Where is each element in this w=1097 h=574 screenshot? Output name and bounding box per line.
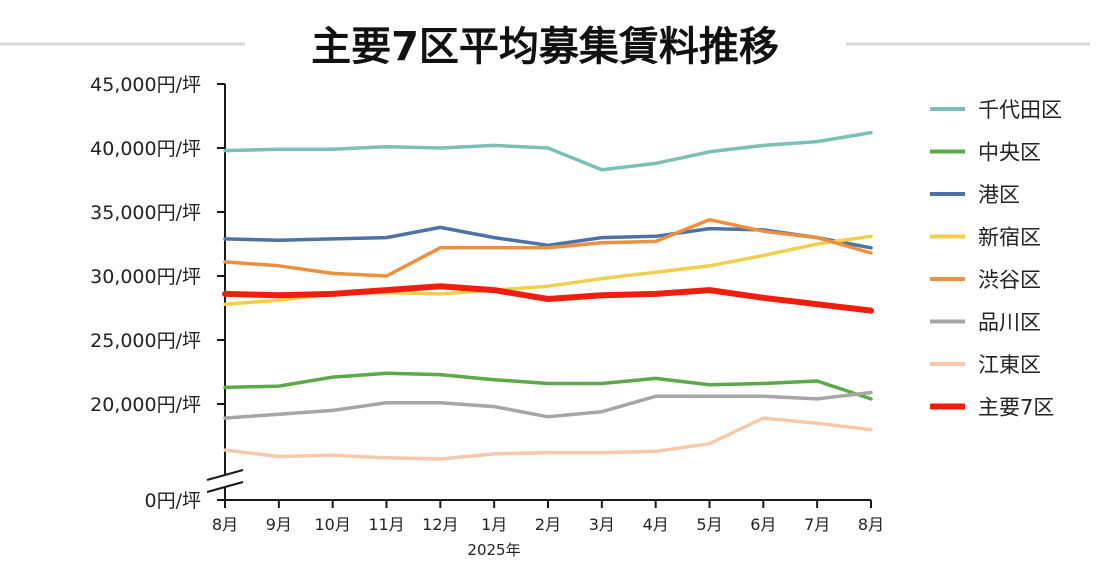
y-tick-label: 25,000円/坪 [90, 330, 201, 352]
y-tick-label: 0円/坪 [145, 490, 202, 512]
x-tick-label: 8月 [858, 515, 884, 534]
y-tick-label: 45,000円/坪 [90, 74, 201, 96]
x-tick-label: 10月 [314, 515, 350, 534]
x-tick-label: 6月 [750, 515, 776, 534]
axis-break-mark [206, 469, 244, 481]
axis-break-gap [207, 470, 243, 492]
x-tick-label: 8月 [212, 515, 238, 534]
y-tick-label: 35,000円/坪 [90, 202, 201, 224]
x-tick-label: 9月 [266, 515, 292, 534]
x-tick-label: 5月 [696, 515, 722, 534]
series-line-6 [223, 390, 873, 420]
series-line-2 [223, 371, 873, 401]
legend-label: 千代田区 [978, 98, 1062, 122]
y-tick-label: 30,000円/坪 [90, 266, 201, 288]
x-tick-label: 3月 [589, 515, 615, 534]
legend-label: 江東区 [978, 353, 1041, 377]
legend-label: 港区 [978, 183, 1020, 207]
legend-label: 主要7区 [978, 396, 1054, 420]
legend-label: 品川区 [978, 311, 1041, 335]
chart-title: 主要7区平均募集賃料推移 [311, 24, 779, 70]
y-tick-label: 20,000円/坪 [90, 394, 201, 416]
legend-label: 渋谷区 [978, 268, 1041, 292]
x-tick-label: 1月 [481, 515, 507, 534]
series-lines [222, 130, 874, 461]
series-line-3 [223, 225, 873, 250]
series-line-5 [223, 217, 873, 278]
series-line-1 [223, 130, 873, 172]
legend-label: 中央区 [978, 141, 1041, 165]
x-tick-label: 11月 [368, 515, 404, 534]
x-tick-label: 7月 [804, 515, 830, 534]
series-line-7 [223, 416, 873, 461]
series-line-8 [222, 283, 874, 314]
x-tick-label: 4月 [643, 515, 669, 534]
y-axis: 0円/坪 20,000円/坪 25,000円/坪 30,000円/坪 35,000円/坪… [90, 74, 244, 512]
x-tick-label: 12月 [422, 515, 458, 534]
y-tick-label: 40,000円/坪 [90, 138, 201, 160]
x-axis-year-label: 2025年 [467, 541, 520, 559]
legend-label: 新宿区 [978, 226, 1041, 250]
x-tick-label: 2月 [535, 515, 561, 534]
x-axis: 8月 9月 10月 11月 12月 1月 2月 3月 4月 5月 6月 7月 8月 2025年 [212, 499, 884, 559]
axis-break-mark [206, 481, 244, 493]
